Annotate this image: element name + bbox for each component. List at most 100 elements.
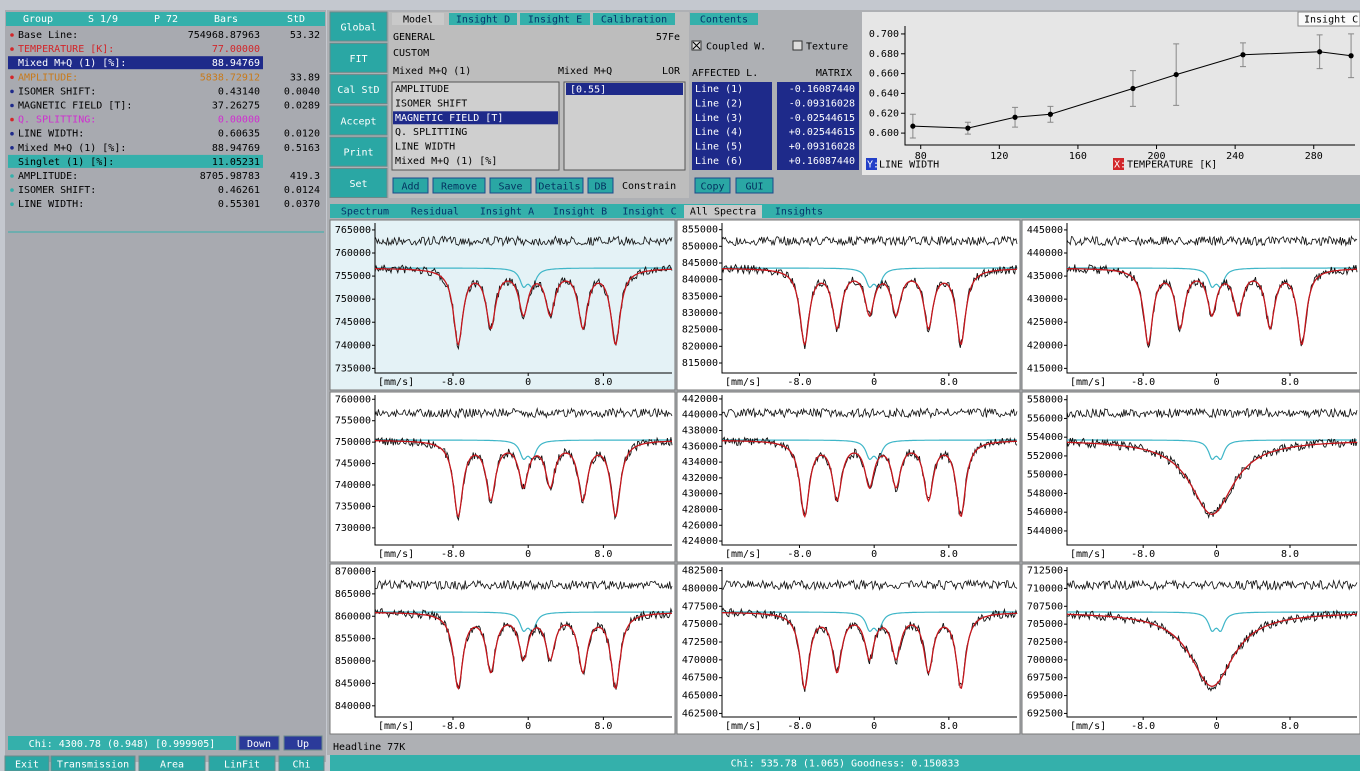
tab-label[interactable]: Residual xyxy=(411,207,459,218)
button-label[interactable]: Accept xyxy=(340,116,376,127)
button-label[interactable]: Transmission xyxy=(57,760,129,771)
y-tick-label: 467500 xyxy=(682,673,718,684)
y-tick-label: 550000 xyxy=(1027,470,1063,481)
button-label[interactable]: Cal StD xyxy=(337,85,379,96)
axis-line xyxy=(1066,395,1357,546)
button-label[interactable]: Up xyxy=(297,739,309,750)
button[interactable] xyxy=(283,735,323,751)
y-tick-label: 697500 xyxy=(1027,673,1063,684)
button[interactable] xyxy=(238,735,280,751)
button[interactable] xyxy=(329,74,388,105)
value-list xyxy=(563,81,686,171)
button-label[interactable]: Chi xyxy=(292,760,310,771)
tab-label[interactable]: Spectrum xyxy=(341,207,389,218)
button-label[interactable]: Remove xyxy=(441,182,477,193)
button[interactable] xyxy=(4,755,50,771)
fit-trace xyxy=(1066,613,1358,687)
button[interactable] xyxy=(329,168,388,198)
list-item[interactable]: ISOMER SHIFT xyxy=(395,98,467,109)
button-label[interactable]: FIT xyxy=(349,54,367,65)
parameter-value: 88.94769 xyxy=(212,143,260,154)
button[interactable] xyxy=(278,755,325,771)
axis-line xyxy=(721,223,1017,374)
button-label[interactable]: Copy xyxy=(700,182,724,193)
parameter-name: Mixed M+Q (1) [%]: xyxy=(18,143,126,154)
tab-bar xyxy=(330,204,1360,218)
tab[interactable] xyxy=(449,13,517,25)
tab[interactable] xyxy=(684,205,762,218)
button[interactable] xyxy=(535,177,584,194)
checkbox[interactable] xyxy=(792,40,803,51)
button[interactable] xyxy=(208,755,276,771)
button-label[interactable]: LinFit xyxy=(224,760,260,771)
tab-label[interactable]: Insight C xyxy=(622,207,676,218)
tab[interactable] xyxy=(392,13,444,25)
button-label[interactable]: Details xyxy=(538,182,580,193)
tab-label[interactable]: Insight C xyxy=(1304,15,1358,26)
tab-label[interactable]: Insight A xyxy=(480,207,534,218)
button[interactable] xyxy=(587,177,614,194)
tab[interactable] xyxy=(593,13,675,25)
y-tick-label: 0.680 xyxy=(869,49,899,60)
list-item[interactable]: AMPLITUDE xyxy=(395,84,449,95)
label: AFFECTED L. xyxy=(692,68,758,79)
button-label[interactable]: Save xyxy=(498,182,522,193)
tab-label[interactable]: Model xyxy=(403,15,433,26)
button[interactable] xyxy=(694,177,731,194)
row-bullet xyxy=(10,146,14,150)
fit-trace xyxy=(722,612,1018,691)
button-label[interactable]: Global xyxy=(340,23,376,34)
button[interactable] xyxy=(329,136,388,167)
button-label[interactable]: Exit xyxy=(15,760,39,771)
y-tick-label: 692500 xyxy=(1027,708,1063,719)
list-item[interactable]: Mixed M+Q (1) [%] xyxy=(395,156,497,167)
line-name: Line (5) xyxy=(695,142,743,153)
x-tick-label: -8.0 xyxy=(787,549,811,560)
button[interactable] xyxy=(50,755,136,771)
button[interactable] xyxy=(735,177,774,194)
row-bullet xyxy=(10,61,14,65)
tab[interactable] xyxy=(1297,11,1360,27)
tab-label[interactable]: Insight D xyxy=(456,15,510,26)
x-tick-label: 8.0 xyxy=(594,377,612,388)
y-tick-label: 0.660 xyxy=(869,69,899,80)
tab-label[interactable]: Insight E xyxy=(528,15,582,26)
tab-label[interactable]: Contents xyxy=(700,15,748,26)
tab-label[interactable]: Insights xyxy=(775,207,823,218)
y-tick-label: 735000 xyxy=(335,501,371,512)
button-label[interactable]: GUI xyxy=(745,182,763,193)
list-item[interactable]: Q. SPLITTING xyxy=(395,127,467,138)
label: LOR xyxy=(662,66,681,77)
y-tick-label: 546000 xyxy=(1027,507,1063,518)
button[interactable] xyxy=(138,755,206,771)
spectrum-panel xyxy=(1021,563,1360,735)
button-label[interactable]: Area xyxy=(160,760,184,771)
selected-row xyxy=(8,56,263,70)
x-tick-label: 8.0 xyxy=(594,549,612,560)
tab-label[interactable]: Insight B xyxy=(553,207,607,218)
button-label[interactable]: Set xyxy=(349,179,367,190)
tab[interactable] xyxy=(690,13,758,25)
y-tick-label: 845000 xyxy=(335,678,371,689)
button[interactable] xyxy=(329,11,388,42)
button[interactable] xyxy=(392,177,429,194)
tab-label[interactable]: Calibration xyxy=(601,15,667,26)
button[interactable] xyxy=(489,177,532,194)
fit-trace xyxy=(1066,441,1358,515)
list-item[interactable]: [0.55] xyxy=(570,85,606,96)
list-item[interactable]: LINE WIDTH xyxy=(395,142,455,153)
button[interactable] xyxy=(329,42,388,73)
button-label[interactable]: Down xyxy=(247,739,271,750)
label: Mixed M+Q xyxy=(558,66,612,77)
button-label[interactable]: Add xyxy=(401,182,419,193)
button[interactable] xyxy=(329,105,388,136)
tab[interactable] xyxy=(520,13,590,25)
tab-label[interactable]: All Spectra xyxy=(690,207,756,218)
button-label[interactable]: DB xyxy=(594,182,606,193)
button-label[interactable]: Print xyxy=(343,148,373,159)
y-tick-label: 544000 xyxy=(1027,526,1063,537)
list-item[interactable]: MAGNETIC FIELD [T] xyxy=(395,113,503,124)
button[interactable] xyxy=(432,177,486,194)
spectrum-panel xyxy=(676,219,1021,391)
residual-trace xyxy=(374,407,673,419)
